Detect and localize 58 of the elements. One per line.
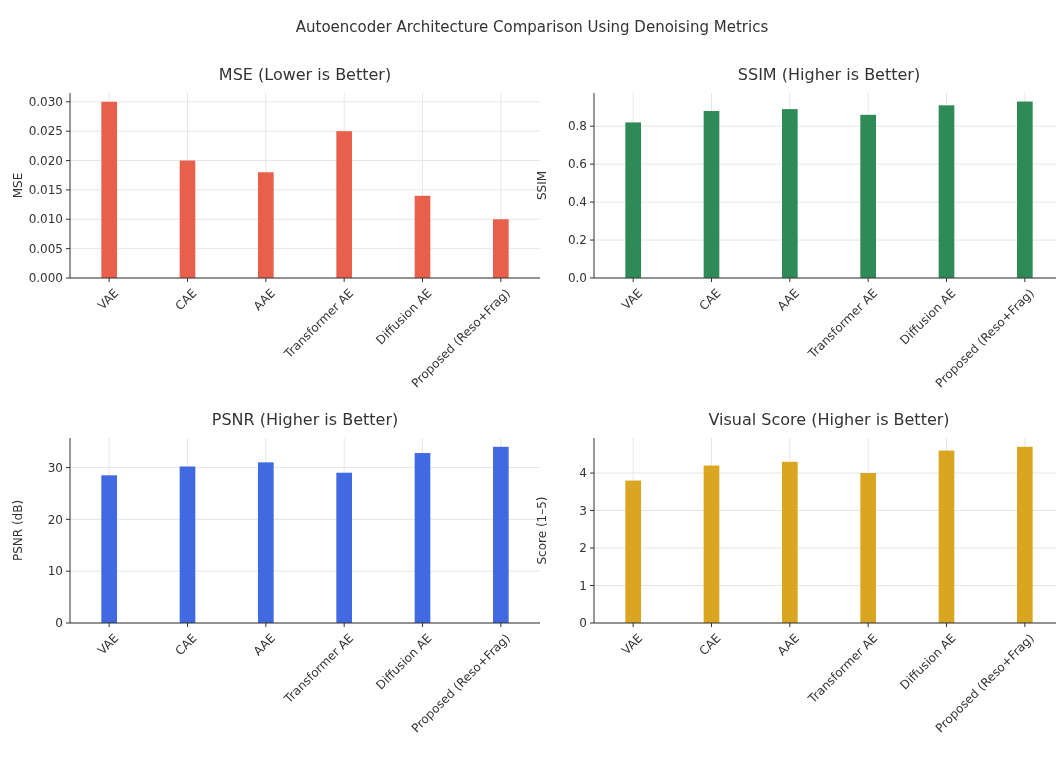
y-tick-label: 3: [579, 503, 587, 518]
y-tick-label: 0.025: [28, 124, 63, 139]
x-tick-label: VAE: [94, 631, 122, 658]
bar: [938, 450, 955, 623]
bar: [1017, 446, 1033, 623]
y-axis-title: PSNR (dB): [11, 499, 25, 562]
y-tick-label: 0.005: [28, 241, 63, 256]
y-tick-label: 2: [579, 541, 587, 556]
bar: [258, 172, 274, 278]
bar: [101, 101, 117, 278]
y-tick-label: 20: [47, 512, 63, 527]
bar: [493, 446, 509, 623]
y-tick-label: 1: [579, 578, 587, 593]
y-tick-label: 0.010: [28, 212, 63, 227]
y-tick-label: 0.015: [28, 183, 63, 198]
bar: [179, 160, 196, 278]
bar: [414, 195, 431, 278]
chart-title: SSIM (Higher is Better): [737, 65, 921, 84]
y-tick-label: 4: [579, 466, 587, 481]
x-tick-label: VAE: [618, 286, 646, 313]
bar: [625, 480, 641, 623]
y-tick-label: 10: [47, 564, 63, 579]
bar: [860, 473, 876, 623]
bar: [703, 465, 720, 623]
y-tick-label: 0.2: [567, 233, 587, 248]
y-tick-label: 0: [579, 616, 587, 631]
y-tick-label: 0.8: [567, 119, 587, 134]
y-tick-label: 0.6: [567, 157, 587, 172]
bar: [336, 472, 352, 623]
bar: [493, 219, 509, 278]
y-tick-label: 0.000: [28, 271, 63, 286]
bar: [1017, 101, 1033, 278]
y-tick-label: 0.030: [28, 95, 63, 110]
bar: [703, 111, 720, 278]
bar: [336, 131, 352, 278]
y-axis-title: SSIM: [535, 170, 549, 201]
y-axis-title: Score (1–5): [535, 496, 549, 565]
bar: [782, 109, 798, 278]
chart-title: PSNR (Higher is Better): [211, 410, 399, 429]
bar: [782, 461, 798, 623]
chart-title: Visual Score (Higher is Better): [708, 410, 950, 429]
bar: [625, 122, 641, 278]
y-tick-label: 0.020: [28, 153, 63, 168]
bar: [101, 475, 117, 623]
chart-title: MSE (Lower is Better): [218, 65, 392, 84]
x-tick-label: VAE: [618, 631, 646, 658]
y-tick-label: 0.0: [567, 271, 587, 286]
bar: [179, 466, 196, 623]
bar: [258, 462, 274, 623]
text: Autoencoder Architecture Comparison Using Denoising Metrics: [295, 18, 769, 36]
bar: [414, 453, 431, 623]
bar: [860, 114, 876, 278]
bar: [938, 105, 955, 278]
y-tick-label: 30: [47, 460, 63, 475]
y-tick-label: 0: [55, 616, 63, 631]
x-tick-label: VAE: [94, 286, 122, 313]
y-tick-label: 0.4: [567, 195, 587, 210]
y-axis-title: MSE: [11, 172, 25, 199]
